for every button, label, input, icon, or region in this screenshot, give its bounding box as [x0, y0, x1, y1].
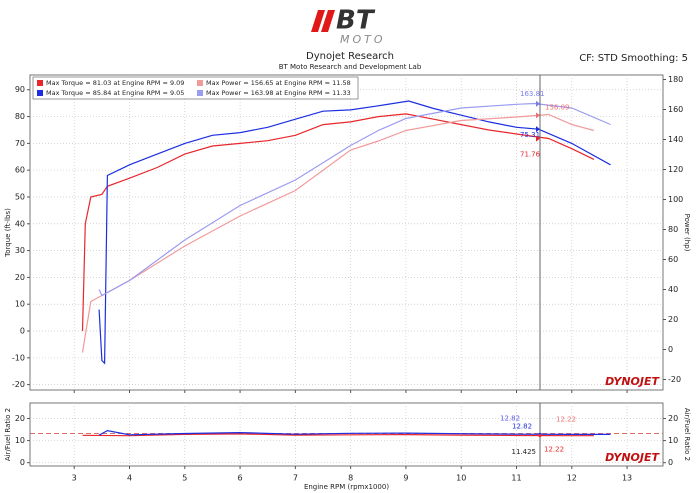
- y-tick-label: 10: [15, 300, 25, 309]
- x-tick-label: 4: [127, 474, 132, 483]
- watermark: DYNOJET: [605, 451, 660, 464]
- x-tick-label: 7: [293, 474, 298, 483]
- chart-subtitle: BT Moto Research and Development Lab: [279, 63, 422, 71]
- legend-label: Max Power = 163.98 at Engine RPM = 11.33: [206, 89, 351, 97]
- y-tick-label: 40: [15, 219, 25, 228]
- y-tick-label: 20: [15, 414, 25, 423]
- series-line: [98, 102, 611, 297]
- chart-title: Dynojet Research: [306, 51, 394, 62]
- legend-swatch: [197, 90, 203, 96]
- y2-tick-label: 120: [668, 165, 683, 174]
- y-tick-label: 20: [15, 273, 25, 282]
- y-tick-label: -10: [12, 353, 25, 362]
- x-tick-label: 3: [72, 474, 77, 483]
- series-line: [82, 433, 594, 437]
- y-tick-label: 50: [15, 192, 25, 201]
- y-tick-label: 10: [15, 436, 25, 445]
- x-tick-label: 10: [456, 474, 466, 483]
- x-tick-label: 12: [567, 474, 577, 483]
- note: CF: STD Smoothing: 5: [579, 53, 688, 64]
- series-line: [81, 113, 595, 332]
- y2-tick-label: 0: [668, 458, 673, 467]
- y2-tick-label: 40: [668, 285, 678, 294]
- x-tick-label: 6: [238, 474, 243, 483]
- logo-slash: [311, 10, 325, 32]
- cursor-value: 163.81: [520, 90, 545, 98]
- y2-tick-label: 10: [668, 436, 678, 445]
- cursor-marker: [535, 112, 540, 119]
- legend-label: Max Torque = 85.84 at Engine RPM = 9.05: [46, 89, 184, 97]
- cursor-value: 156.09: [545, 103, 570, 111]
- y2-tick-label: 20: [668, 315, 678, 324]
- y2-tick-label: 0: [668, 345, 673, 354]
- cursor-marker: [535, 126, 540, 133]
- y2-tick-label: -20: [668, 375, 681, 384]
- legend-label: Max Power = 156.65 at Engine RPM = 11.58: [206, 79, 351, 87]
- y-tick-label: 0: [20, 458, 25, 467]
- y-tick-label: 60: [15, 166, 25, 175]
- y2-tick-label: 100: [668, 195, 683, 204]
- y2-tick-label: 180: [668, 75, 683, 84]
- y-tick-label: 80: [15, 112, 25, 121]
- cursor-value: 12.82: [512, 422, 532, 430]
- plot-frame: [29, 74, 664, 391]
- cursor-marker: [538, 434, 542, 438]
- x-axis-label: Engine RPM (rpmx1000): [304, 483, 389, 491]
- cursor-value: 12.22: [544, 446, 564, 454]
- x-tick-label: 5: [182, 474, 187, 483]
- cursor-marker: [535, 135, 540, 142]
- y2-axis-label: Air/Fuel Ratio 2: [683, 408, 691, 461]
- y2-tick-label: 80: [668, 225, 678, 234]
- series-line: [98, 100, 611, 365]
- y-axis-label: Air/Fuel Ratio 2: [4, 408, 12, 461]
- x-tick-label: 13: [622, 474, 632, 483]
- y2-tick-label: 20: [668, 414, 678, 423]
- x-tick-label: 11: [511, 474, 521, 483]
- y2-tick-label: 140: [668, 135, 683, 144]
- legend-swatch: [197, 80, 203, 86]
- logo: BT: [336, 6, 376, 36]
- y-axis-label: Torque (ft-lbs): [4, 208, 12, 258]
- cursor-marker: [535, 100, 540, 107]
- cursor-value: 12.82: [500, 414, 520, 422]
- y2-tick-label: 60: [668, 255, 678, 264]
- y-tick-label: 30: [15, 246, 25, 255]
- cursor-value: 71.76: [520, 151, 541, 159]
- series-line: [98, 429, 611, 436]
- y-tick-label: 90: [15, 85, 25, 94]
- cursor-value: 12.22: [556, 416, 576, 424]
- logo-slash: [321, 10, 335, 32]
- legend-swatch: [37, 80, 43, 86]
- x-tick-label: 9: [403, 474, 408, 483]
- y-tick-label: 0: [20, 327, 25, 336]
- legend-swatch: [37, 90, 43, 96]
- cursor-value: 75.31: [520, 131, 540, 139]
- y2-tick-label: 160: [668, 105, 683, 114]
- logo-sub: MOTO: [340, 33, 386, 46]
- watermark: DYNOJET: [605, 375, 660, 388]
- legend-box: [32, 76, 359, 100]
- x-tick-label: 8: [348, 474, 353, 483]
- y-tick-label: 70: [15, 139, 25, 148]
- legend-label: Max Torque = 81.03 at Engine RPM = 9.09: [46, 79, 184, 87]
- y2-axis-label: Power (hp): [683, 214, 691, 252]
- y-tick-label: -20: [12, 380, 25, 389]
- cursor-x-label: 11.425: [511, 448, 536, 456]
